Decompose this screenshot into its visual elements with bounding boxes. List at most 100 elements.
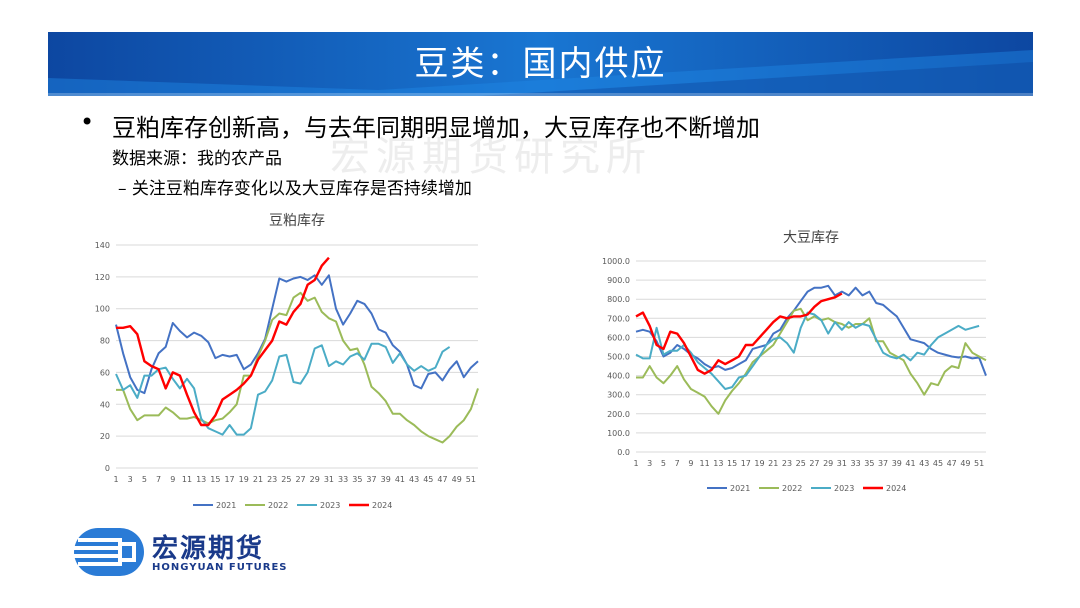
x-tick-label: 45: [423, 475, 433, 484]
x-tick-label: 17: [224, 475, 234, 484]
legend-label-2024: 2024: [372, 501, 392, 510]
series-line-2021: [115, 274, 479, 395]
legend-label-2023: 2023: [834, 484, 854, 493]
x-tick-label: 5: [661, 459, 666, 468]
logo-cn-text: 宏源期货: [152, 534, 265, 564]
x-tick-label: 43: [409, 475, 419, 484]
slide-title: 豆类：国内供应: [414, 44, 667, 84]
x-tick-label: 41: [395, 475, 405, 484]
x-tick-label: 35: [352, 475, 362, 484]
y-tick-label: 0: [105, 464, 110, 473]
x-tick-label: 7: [156, 475, 161, 484]
x-tick-label: 25: [796, 459, 806, 468]
x-tick-label: 19: [239, 475, 249, 484]
y-tick-label: 60: [100, 368, 110, 377]
x-tick-label: 43: [919, 459, 929, 468]
x-tick-label: 29: [823, 459, 833, 468]
y-tick-label: 500.0: [607, 353, 630, 362]
y-tick-label: 900.0: [607, 276, 630, 285]
y-tick-label: 400.0: [607, 372, 630, 381]
y-tick-label: 80: [100, 337, 110, 346]
title-banner: 豆类：国内供应: [48, 32, 1033, 96]
logo-en-text: HONGYUAN FUTURES: [152, 562, 288, 573]
x-tick-label: 33: [338, 475, 348, 484]
y-tick-label: 40: [100, 400, 110, 409]
series-line-2024: [116, 256, 330, 427]
watermark-text: 宏源期货研究所: [330, 134, 652, 180]
y-tick-label: 120: [95, 273, 110, 282]
data-source: 数据来源：我的农产品: [112, 149, 282, 169]
series-line-2023: [635, 311, 980, 390]
x-tick-label: 29: [310, 475, 320, 484]
x-tick-label: 9: [688, 459, 693, 468]
x-tick-label: 35: [864, 459, 874, 468]
x-tick-label: 23: [267, 475, 277, 484]
legend-label-2024: 2024: [886, 484, 906, 493]
x-tick-label: 31: [837, 459, 847, 468]
x-tick-label: 47: [947, 459, 957, 468]
x-tick-label: 25: [281, 475, 291, 484]
x-tick-label: 37: [366, 475, 376, 484]
logo-mark-icon: [74, 528, 144, 576]
bullet-marker: •: [80, 108, 95, 136]
x-tick-label: 49: [452, 475, 462, 484]
x-tick-label: 1: [113, 475, 118, 484]
legend-label-2021: 2021: [730, 484, 750, 493]
x-tick-label: 49: [960, 459, 970, 468]
y-tick-label: 800.0: [607, 295, 630, 304]
series-line-2022: [636, 307, 987, 415]
x-tick-label: 27: [295, 475, 305, 484]
x-tick-label: 5: [142, 475, 147, 484]
x-tick-label: 47: [437, 475, 447, 484]
y-tick-label: 200.0: [607, 410, 630, 419]
legend-label-2022: 2022: [268, 501, 288, 510]
x-tick-label: 51: [466, 475, 476, 484]
series-line-2022: [116, 291, 479, 444]
y-tick-label: 100.0: [607, 429, 630, 438]
y-tick-label: 700.0: [607, 314, 630, 323]
x-tick-label: 3: [128, 475, 133, 484]
x-tick-label: 41: [905, 459, 915, 468]
company-logo: 宏源期货 HONGYUAN FUTURES: [74, 528, 314, 576]
x-tick-label: 11: [182, 475, 192, 484]
x-tick-label: 21: [253, 475, 263, 484]
x-tick-label: 23: [782, 459, 792, 468]
y-tick-label: 600.0: [607, 333, 630, 342]
x-tick-label: 33: [851, 459, 861, 468]
x-tick-label: 19: [754, 459, 764, 468]
y-tick-label: 140: [95, 241, 110, 250]
main-point: 豆粕库存创新高，与去年同期明显增加，大豆库存也不断增加: [112, 114, 760, 142]
legend-label-2021: 2021: [216, 501, 236, 510]
x-tick-label: 17: [741, 459, 751, 468]
y-tick-label: 100: [95, 305, 110, 314]
x-tick-label: 3: [647, 459, 652, 468]
title-banner-bg: [48, 32, 1033, 96]
x-tick-label: 31: [324, 475, 334, 484]
x-tick-label: 7: [675, 459, 680, 468]
x-tick-label: 11: [700, 459, 710, 468]
y-tick-label: 1000.0: [602, 257, 630, 266]
sub-point: – 关注豆粕库存变化以及大豆库存是否持续增加: [118, 179, 472, 199]
soybean-inventory-chart: 大豆库存 0.0 100.0 200.0 300.0 400.0 500.0 600.0 700…: [602, 230, 987, 493]
x-tick-label: 21: [768, 459, 778, 468]
y-tick-label: 300.0: [607, 391, 630, 400]
x-tick-label: 13: [196, 475, 206, 484]
y-tick-label: 0.0: [617, 448, 630, 457]
x-tick-label: 51: [974, 459, 984, 468]
x-tick-label: 1: [633, 459, 638, 468]
chart-title: 豆粕库存: [269, 213, 325, 229]
x-tick-label: 39: [381, 475, 391, 484]
y-tick-label: 20: [100, 432, 110, 441]
x-tick-label: 13: [713, 459, 723, 468]
x-tick-label: 27: [809, 459, 819, 468]
x-tick-label: 15: [210, 475, 220, 484]
x-tick-label: 15: [727, 459, 737, 468]
legend-label-2023: 2023: [320, 501, 340, 510]
chart-title: 大豆库存: [783, 230, 839, 246]
x-tick-label: 37: [878, 459, 888, 468]
legend-label-2022: 2022: [782, 484, 802, 493]
x-tick-label: 39: [892, 459, 902, 468]
x-tick-label: 9: [170, 475, 175, 484]
series-line-2024: [635, 292, 843, 375]
